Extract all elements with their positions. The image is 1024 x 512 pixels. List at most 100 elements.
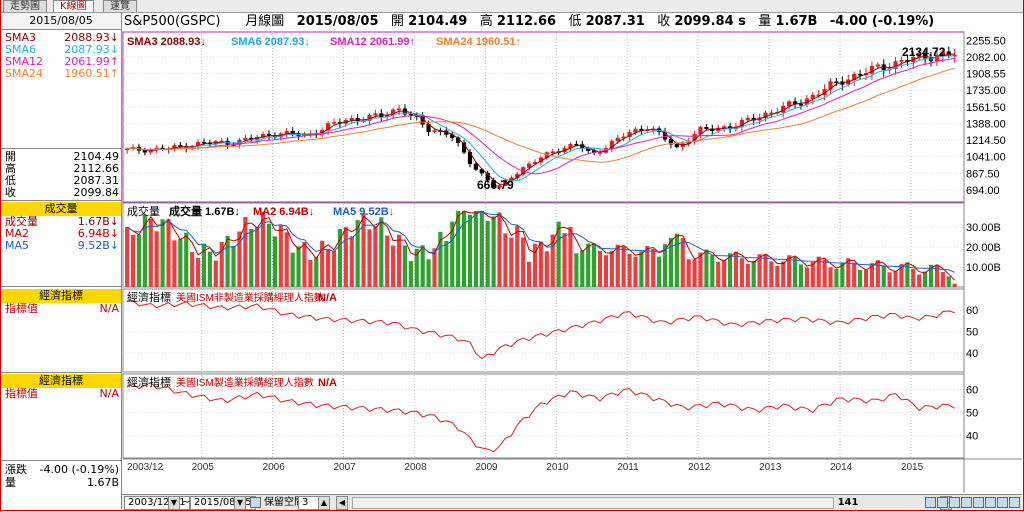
candle-body (704, 127, 709, 130)
open-label: 開 (390, 14, 404, 29)
volume-bar (349, 236, 354, 287)
x-tick-label: 2007 (333, 462, 356, 473)
reserve-space-spinner[interactable]: ▲ (318, 496, 330, 510)
volume-legend-item: 成交量 (127, 204, 160, 218)
end-date-dropdown[interactable]: ▼ (234, 496, 246, 510)
volume-bar (840, 262, 845, 287)
volume-bar (704, 249, 709, 287)
sma3-line (127, 53, 955, 185)
price-min-annotation: 666.79 (477, 178, 514, 192)
quote-date: 2015/08/05 (296, 14, 379, 29)
volume-legend-item: MA5 9.52B↓ (333, 206, 394, 218)
volume-label: 量 (758, 14, 772, 29)
volume-bar (166, 219, 171, 287)
crosshair-icon[interactable] (949, 497, 960, 508)
ism-non-manufacturing-y-tick-label: 50 (966, 327, 978, 339)
range-tilde: ~ (182, 497, 191, 508)
volume-bar (326, 248, 331, 287)
candle-body (763, 112, 768, 118)
reserve-space-label: 保留空間 (264, 497, 304, 508)
volume-legend-item: MA2 6.94B↓ (253, 206, 314, 218)
price-legend-item: SMA3 2088.93↓ (127, 36, 206, 48)
x-tick-label: 2013 (759, 462, 782, 473)
volume-legend-item: 成交量 1.67B↓ (169, 204, 240, 218)
tab-overview[interactable]: 速覽 (103, 0, 137, 12)
print-icon[interactable] (985, 497, 996, 508)
volume-bar (816, 256, 821, 287)
zoom-out-icon[interactable] (937, 497, 948, 508)
volume-bar (361, 212, 366, 287)
volume-bar (172, 240, 177, 287)
volume-bar (757, 254, 762, 287)
high-label: 高 (479, 14, 493, 29)
bar-count: 141 (837, 497, 859, 508)
side-ohlc-row: 開 2104.49 (5, 150, 119, 163)
volume-bar (130, 234, 136, 287)
volume-bar (456, 211, 461, 287)
volume-bar (597, 250, 603, 287)
volume-bar (402, 245, 408, 287)
side-ohlc-row: 高 2112.66 (5, 162, 119, 175)
tab-trend-chart[interactable]: 走勢圖 (3, 0, 47, 12)
ism-non-manufacturing-legend-name: 經濟指標 (127, 290, 171, 304)
volume-bar (568, 226, 573, 287)
volume-bar (249, 228, 254, 287)
volume-bar (479, 211, 484, 287)
price-max-annotation: 2134.72 (902, 45, 946, 59)
volume-bar (852, 262, 857, 287)
scroll-left-button[interactable]: ◀ (336, 496, 348, 510)
price-y-tick-label: 1735.00 (966, 85, 1006, 97)
reserve-space-field[interactable]: 3 (298, 496, 320, 510)
candle-body (668, 139, 674, 145)
volume-y-tick-label: 30.00B (966, 222, 1001, 234)
tab-candlestick-chart[interactable]: K線圖 (53, 0, 94, 12)
volume-bar (142, 214, 147, 287)
draw-line-icon[interactable] (961, 497, 972, 508)
volume-bar (580, 250, 585, 287)
settings-icon[interactable] (973, 497, 984, 508)
volume-bar (609, 250, 614, 287)
volume-bar (503, 233, 508, 287)
zoom-in-icon[interactable] (925, 497, 936, 508)
volume-bar (414, 248, 419, 287)
change-value: -4.00 (-0.19%) (829, 14, 935, 29)
volume-bar (550, 234, 555, 287)
volume-bar (710, 255, 715, 287)
x-tick-label: 2011 (617, 462, 639, 473)
volume-bar (787, 255, 792, 287)
sma24-line (127, 67, 955, 163)
volume-bar (420, 245, 425, 287)
candle-body (893, 61, 898, 69)
volume-bar (917, 274, 922, 287)
x-tick-label: 2010 (546, 462, 569, 473)
volume-bar (763, 254, 768, 287)
volume-bar (331, 250, 337, 287)
candle-body (408, 113, 413, 116)
volume-bar (627, 253, 632, 287)
price-y-tick-label: 1561.50 (966, 102, 1006, 114)
calendar-icon[interactable] (250, 497, 261, 508)
start-date-dropdown[interactable]: ▼ (168, 496, 180, 510)
volume-bar (863, 269, 869, 287)
volume-bar (391, 245, 396, 287)
volume-bar (733, 251, 739, 287)
price-y-tick-label: 867.50 (966, 168, 1000, 180)
export-icon[interactable] (997, 497, 1008, 508)
volume-bar (686, 259, 691, 287)
time-scrollbar[interactable] (352, 497, 834, 509)
volume-bar (586, 243, 591, 287)
volume-bar (225, 235, 230, 287)
volume-bar (178, 238, 183, 287)
volume-bar (804, 267, 809, 287)
x-tick-label: 2005 (192, 462, 215, 473)
x-tick-label: 2014 (830, 462, 853, 473)
high-value: 2112.66 (496, 14, 557, 29)
ism-non-manufacturing-line (127, 299, 955, 360)
ism-non-manufacturing-y-tick-label: 60 (966, 305, 978, 317)
side-volume-row: MA2 6.94B↓ (5, 227, 119, 240)
help-icon[interactable] (1009, 497, 1020, 508)
price-y-tick-label: 1041.00 (966, 152, 1006, 164)
volume-bar (662, 244, 668, 287)
volume-bar (314, 257, 319, 287)
